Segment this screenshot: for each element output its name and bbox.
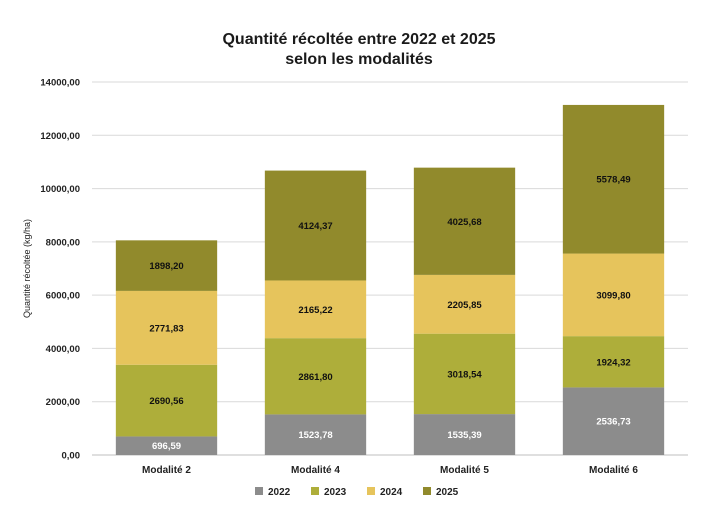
- data-label: 2205,85: [447, 300, 482, 311]
- y-tick-label: 8000,00: [46, 237, 80, 248]
- legend-swatch: [255, 487, 263, 495]
- data-label: 2690,56: [149, 396, 183, 407]
- data-label: 1535,39: [447, 430, 481, 441]
- legend-label: 2022: [268, 487, 291, 498]
- legend-swatch: [311, 487, 319, 495]
- y-tick-label: 10000,00: [40, 184, 80, 195]
- bar-segment: [115, 240, 218, 291]
- data-label: 5578,49: [596, 175, 630, 186]
- bar-segment: [413, 274, 516, 334]
- bar-segment: [413, 167, 516, 275]
- data-label: 1924,32: [596, 357, 630, 368]
- bar-segment: [264, 170, 367, 281]
- y-tick-label: 0,00: [62, 451, 81, 462]
- data-label: 2165,22: [298, 305, 332, 316]
- y-tick-label: 6000,00: [46, 291, 80, 302]
- bar-segment: [264, 338, 367, 415]
- y-tick-label: 2000,00: [46, 397, 80, 408]
- bar-segment: [562, 104, 665, 254]
- chart-title: Quantité récoltée entre 2022 et 2025 sel…: [0, 30, 718, 70]
- data-label: 696,59: [152, 441, 181, 452]
- x-category-label: Modalité 5: [440, 465, 489, 476]
- y-tick-label: 4000,00: [46, 344, 80, 355]
- chart-title-line2: selon les modalités: [285, 51, 433, 68]
- data-label: 4025,68: [447, 217, 481, 228]
- data-label: 2536,73: [596, 417, 630, 428]
- data-label: 3018,54: [447, 369, 482, 380]
- bar-segment: [562, 336, 665, 388]
- bar-segment: [115, 364, 218, 437]
- bar-segment: [413, 333, 516, 415]
- data-label: 3099,80: [596, 290, 630, 301]
- legend-label: 2023: [324, 487, 347, 498]
- bar-segment: [264, 280, 367, 339]
- y-tick-label: 14000,00: [40, 78, 80, 89]
- y-tick-label: 12000,00: [40, 131, 80, 142]
- legend-label: 2024: [380, 487, 403, 498]
- legend-swatch: [423, 487, 431, 495]
- data-label: 2861,80: [298, 372, 332, 383]
- data-label: 1898,20: [149, 261, 183, 272]
- bar-segment: [562, 253, 665, 337]
- data-label: 1523,78: [298, 430, 332, 441]
- bar-segment: [115, 436, 218, 455]
- chart-title-line1: Quantité récoltée entre 2022 et 2025: [222, 31, 496, 48]
- x-category-label: Modalité 2: [142, 465, 191, 476]
- y-axis-label: Quantité récoltée (kg/ha): [22, 219, 32, 318]
- legend-swatch: [367, 487, 375, 495]
- bar-segment: [562, 387, 665, 455]
- x-category-label: Modalité 4: [291, 465, 340, 476]
- x-category-label: Modalité 6: [589, 465, 638, 476]
- bar-segment: [264, 414, 367, 455]
- data-label: 2771,83: [149, 323, 183, 334]
- bar-segment: [115, 290, 218, 365]
- legend-label: 2025: [436, 487, 459, 498]
- bar-segment: [413, 414, 516, 455]
- data-label: 4124,37: [298, 221, 332, 232]
